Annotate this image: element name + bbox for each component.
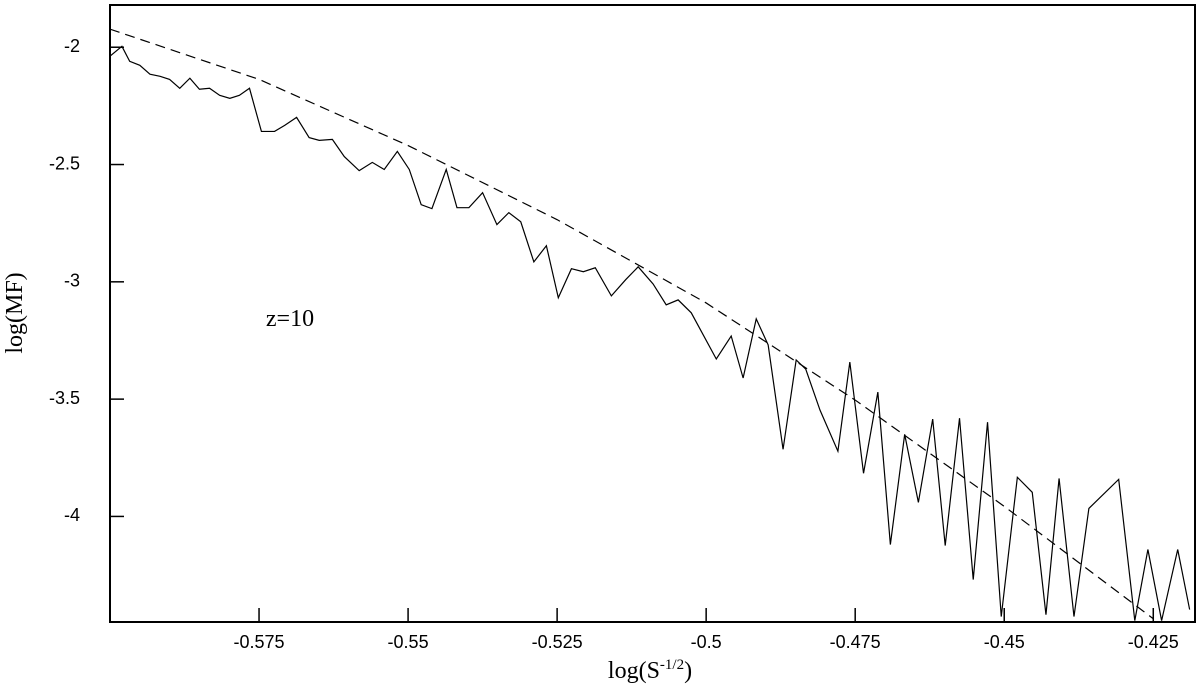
annotation: z=10 <box>266 306 314 332</box>
y-tick-label: -2 <box>64 36 80 56</box>
x-label-tail: ) <box>684 658 692 684</box>
x-tick-label: -0.45 <box>984 632 1025 652</box>
x-axis-label: log(S-1/2) <box>608 657 692 684</box>
y-tick-label: -3.5 <box>49 388 80 408</box>
x-tick-label: -0.5 <box>691 632 722 652</box>
x-tick-label: -0.575 <box>234 632 285 652</box>
y-axis-label: log(MF) <box>2 272 28 353</box>
y-tick-label: -2.5 <box>49 153 80 173</box>
x-tick-label: -0.55 <box>388 632 429 652</box>
x-label-sup: -1/2 <box>660 657 684 673</box>
x-tick-label: -0.475 <box>830 632 881 652</box>
x-label-base: log(S <box>608 658 660 684</box>
series-line <box>110 28 1154 620</box>
series-line <box>110 45 1191 621</box>
y-tick-label: -4 <box>64 505 80 525</box>
x-tick-label: -0.525 <box>532 632 583 652</box>
x-tick-label: -0.425 <box>1128 632 1179 652</box>
plot-frame <box>109 4 1196 623</box>
y-tick-label: -3 <box>64 271 80 291</box>
